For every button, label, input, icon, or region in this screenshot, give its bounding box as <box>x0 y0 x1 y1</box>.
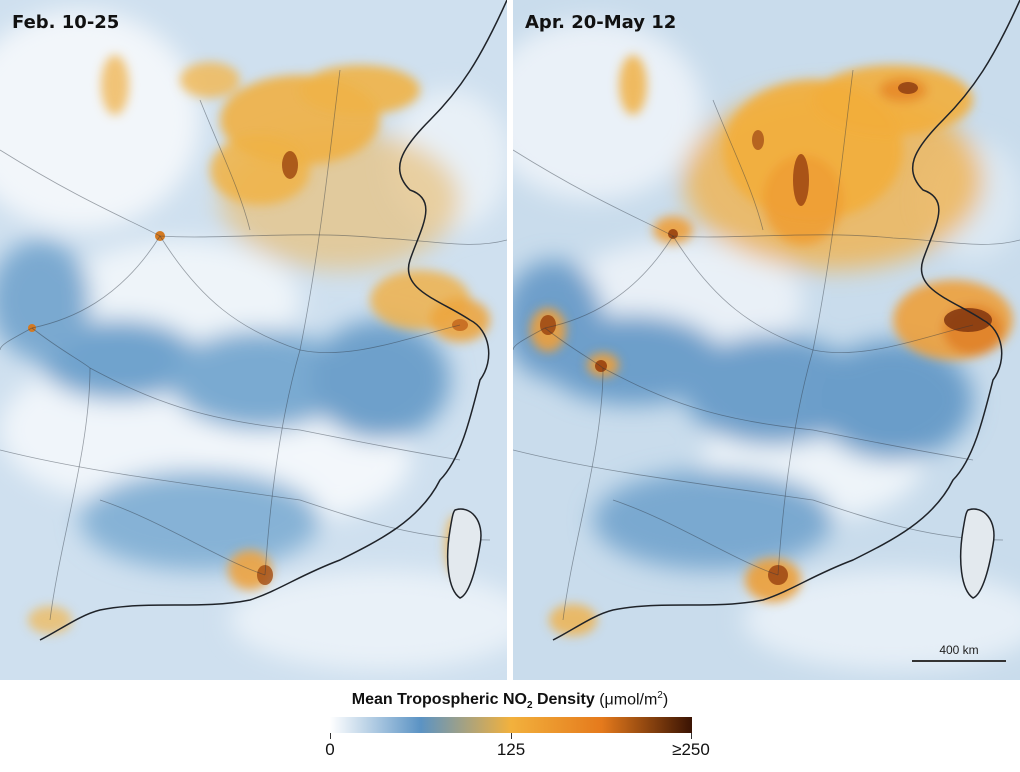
scale-bar-label: 400 km <box>939 643 979 657</box>
scale-bar-line <box>912 660 1006 662</box>
legend-tick-1 <box>511 733 512 739</box>
legend-tick-0 <box>330 733 331 739</box>
legend-color-ramp <box>330 717 692 733</box>
map-panel-feb: Feb. 10-25 <box>0 0 507 680</box>
legend-ticklabel-2: ≥250 <box>672 740 710 759</box>
map-apr <box>513 0 1020 680</box>
legend-ticklabel-1: 125 <box>496 740 526 759</box>
map-panel-apr: Apr. 20-May 12 400 km <box>513 0 1020 680</box>
legend-title: Mean Tropospheric NO2 Density (μmol/m2) <box>351 690 669 712</box>
scale-bar: 400 km <box>912 643 1006 662</box>
panel-title: Feb. 10-25 <box>12 12 120 33</box>
legend-ticklabel-0: 0 <box>325 740 335 759</box>
map-feb <box>0 0 507 680</box>
legend: Mean Tropospheric NO2 Density (μmol/m2) … <box>0 680 1020 772</box>
legend-tick-2 <box>691 733 692 739</box>
panel-title: Apr. 20-May 12 <box>525 12 677 33</box>
